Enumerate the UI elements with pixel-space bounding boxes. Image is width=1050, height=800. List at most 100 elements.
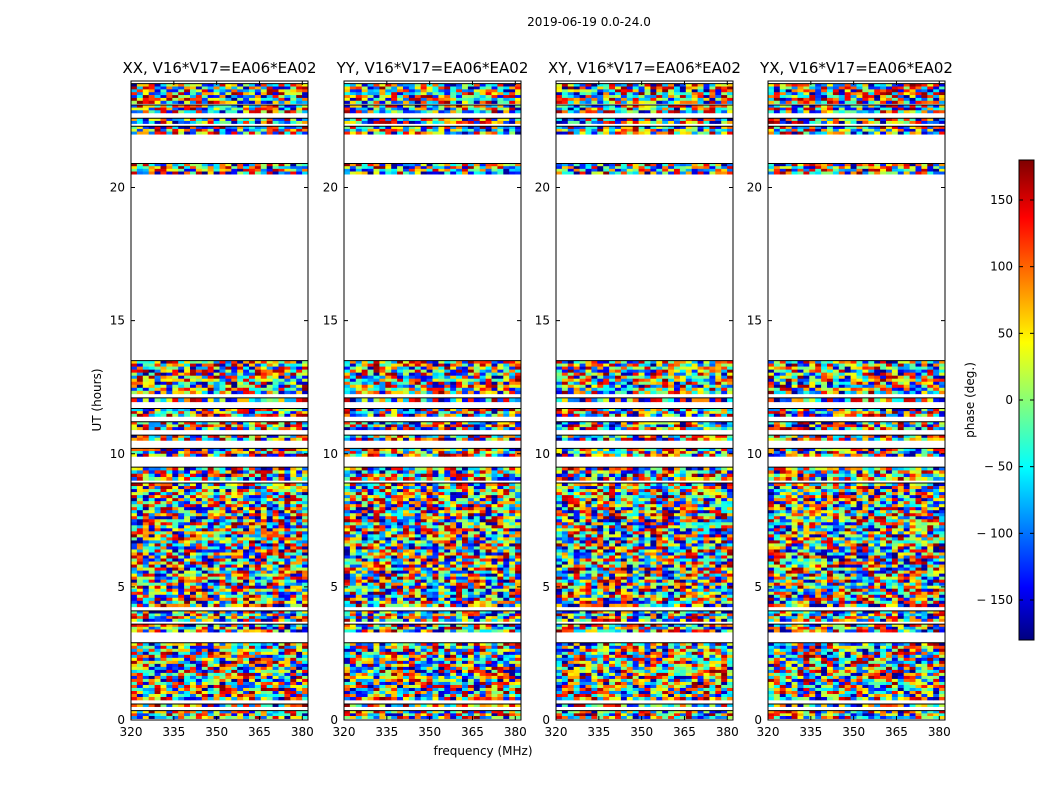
phase-cell (272, 687, 279, 692)
phase-cell (491, 651, 498, 656)
phase-cell (397, 710, 404, 714)
phase-cell (491, 510, 498, 514)
phase-cell (272, 555, 279, 559)
phase-cell (456, 675, 463, 680)
phase-cell (207, 510, 214, 514)
phase-cell (503, 713, 510, 717)
phase-cell (296, 435, 303, 439)
phase-cell (148, 387, 155, 392)
phase-cell (136, 507, 144, 511)
phase-cell (373, 672, 380, 677)
phase-cell (136, 378, 144, 383)
phase-cell (349, 684, 357, 689)
phase-cell (444, 501, 451, 505)
phase-cell (243, 537, 250, 541)
phase-cell (213, 510, 220, 514)
phase-cell (361, 537, 368, 541)
phase-cell (361, 513, 368, 517)
phase-cell (190, 591, 197, 596)
phase-cell (373, 483, 380, 487)
phase-cell (131, 663, 138, 668)
phase-cell (438, 618, 445, 622)
phase-cell (414, 654, 422, 659)
phase-cell (195, 473, 203, 478)
phase-cell (178, 570, 185, 574)
phase-cell (491, 642, 498, 647)
phase-cell (438, 642, 445, 647)
phase-cell (426, 507, 433, 511)
phase-cell (385, 510, 392, 514)
phase-cell (272, 704, 279, 707)
phase-cell (219, 616, 226, 620)
phase-cell (278, 713, 285, 717)
phase-cell (201, 95, 209, 99)
phase-cell (142, 473, 150, 478)
phase-cell (485, 504, 492, 508)
phase-cell (160, 558, 167, 562)
phase-cell (254, 681, 262, 686)
phase-cell (136, 681, 144, 686)
phase-cell (296, 537, 303, 541)
phase-cell (266, 713, 273, 717)
phase-cell (344, 626, 351, 630)
phase-cell (266, 716, 273, 719)
phase-cell (491, 507, 498, 511)
phase-cell (503, 522, 510, 526)
phase-cell (142, 507, 150, 511)
phase-cell (385, 537, 392, 541)
phase-cell (302, 681, 309, 686)
phase-cell (444, 687, 451, 692)
phase-cell (190, 537, 197, 541)
phase-cell (201, 486, 209, 490)
phase-cell (231, 603, 238, 608)
phase-cell (184, 690, 191, 695)
phase-cell (284, 672, 291, 677)
phase-cell (142, 483, 150, 487)
phase-cell (302, 510, 309, 514)
phase-cell (479, 697, 486, 701)
phase-cell (131, 558, 138, 562)
phase-cell (131, 645, 138, 650)
phase-cell (131, 128, 138, 132)
phase-cell (254, 543, 262, 547)
phase-cell (438, 669, 445, 674)
phase-cell (266, 534, 273, 538)
phase-cell (219, 110, 226, 114)
phase-cell (296, 467, 303, 471)
phase-cell (272, 576, 279, 580)
phase-cell (207, 104, 214, 108)
phase-cell (462, 697, 469, 701)
phase-cell (473, 694, 481, 698)
phase-cell (154, 713, 161, 717)
phase-cell (207, 561, 214, 565)
phase-cell (148, 507, 155, 511)
phase-cell (231, 477, 238, 481)
phase-cell (367, 663, 374, 668)
phase-cell (178, 131, 185, 135)
phase-cell (254, 360, 262, 364)
phase-cell (302, 507, 309, 511)
phase-cell (231, 448, 238, 452)
phase-cell (213, 387, 220, 392)
phase-cell (278, 531, 285, 535)
phase-cell (385, 513, 392, 517)
phase-cell (207, 375, 214, 380)
phase-cell (385, 672, 392, 677)
phase-cell (278, 437, 285, 441)
phase-cell (278, 694, 285, 698)
phase-cell (219, 390, 226, 395)
phase-cell (373, 513, 380, 517)
phase-cell (136, 363, 144, 367)
phase-cell (302, 654, 309, 659)
phase-cell (136, 519, 144, 523)
phase-cell (219, 716, 226, 719)
phase-cell (225, 366, 232, 370)
phase-cell (213, 372, 220, 376)
phase-cell (154, 666, 161, 671)
phase-cell (497, 669, 504, 674)
phase-cell (219, 642, 226, 647)
phase-cell (284, 687, 291, 692)
phase-cell (344, 675, 351, 680)
phase-cell (408, 657, 416, 662)
phase-cell (184, 453, 191, 457)
